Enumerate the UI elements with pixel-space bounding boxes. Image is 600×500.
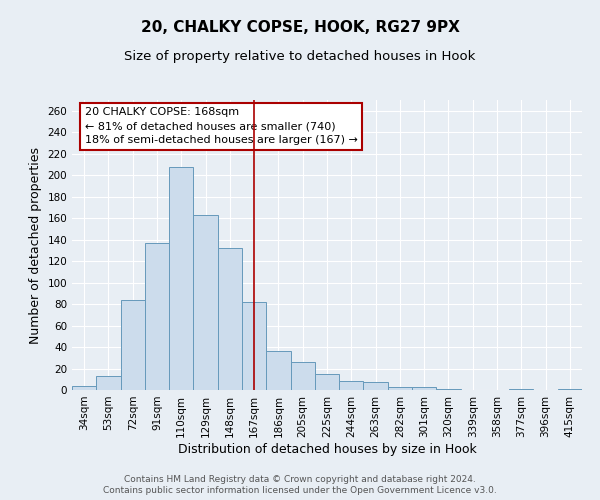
Text: Contains HM Land Registry data © Crown copyright and database right 2024.: Contains HM Land Registry data © Crown c… xyxy=(124,475,476,484)
Bar xyxy=(436,389,461,390)
X-axis label: Distribution of detached houses by size in Hook: Distribution of detached houses by size … xyxy=(178,442,476,456)
Bar xyxy=(72,386,96,390)
Bar xyxy=(193,215,218,390)
Bar xyxy=(558,389,582,390)
Bar xyxy=(290,362,315,390)
Bar xyxy=(121,300,145,390)
Text: 20 CHALKY COPSE: 168sqm
← 81% of detached houses are smaller (740)
18% of semi-d: 20 CHALKY COPSE: 168sqm ← 81% of detache… xyxy=(85,108,358,145)
Bar xyxy=(509,389,533,390)
Bar xyxy=(315,374,339,390)
Bar xyxy=(412,387,436,390)
Bar xyxy=(242,302,266,390)
Bar xyxy=(364,382,388,390)
Bar xyxy=(339,382,364,390)
Bar xyxy=(96,376,121,390)
Bar xyxy=(388,387,412,390)
Bar xyxy=(218,248,242,390)
Text: 20, CHALKY COPSE, HOOK, RG27 9PX: 20, CHALKY COPSE, HOOK, RG27 9PX xyxy=(140,20,460,35)
Y-axis label: Number of detached properties: Number of detached properties xyxy=(29,146,42,344)
Text: Size of property relative to detached houses in Hook: Size of property relative to detached ho… xyxy=(124,50,476,63)
Bar xyxy=(145,243,169,390)
Bar xyxy=(266,352,290,390)
Bar xyxy=(169,166,193,390)
Text: Contains public sector information licensed under the Open Government Licence v3: Contains public sector information licen… xyxy=(103,486,497,495)
